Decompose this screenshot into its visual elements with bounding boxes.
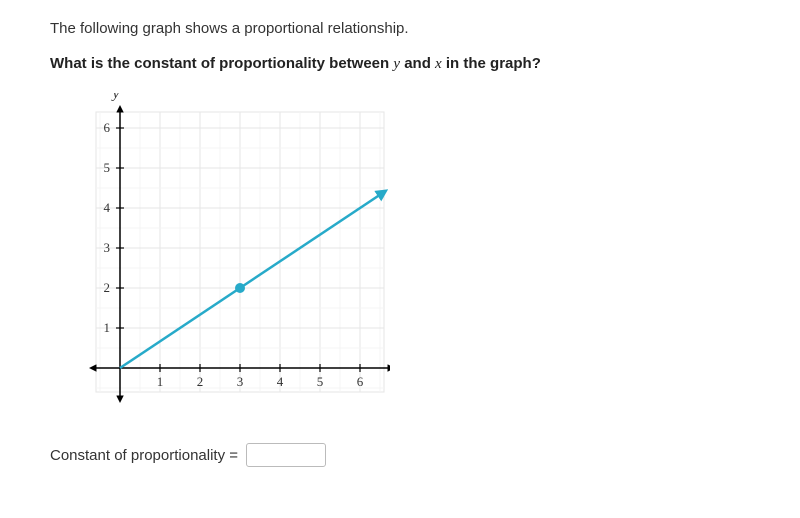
svg-text:6: 6: [357, 374, 364, 389]
svg-text:3: 3: [104, 240, 111, 255]
svg-text:4: 4: [277, 374, 284, 389]
answer-row: Constant of proportionality =: [50, 443, 750, 467]
question-text: What is the constant of proportionality …: [50, 55, 750, 73]
svg-text:4: 4: [104, 200, 111, 215]
svg-text:3: 3: [237, 374, 244, 389]
svg-text:5: 5: [317, 374, 324, 389]
svg-text:1: 1: [104, 320, 111, 335]
svg-text:5: 5: [104, 160, 111, 175]
graph-container: 123456123456xy: [50, 93, 750, 423]
svg-text:6: 6: [104, 120, 111, 135]
question-suffix: in the graph?: [442, 55, 541, 72]
question-prefix: What is the constant of proportionality …: [50, 55, 393, 72]
proportional-graph: 123456123456xy: [50, 93, 390, 423]
answer-input[interactable]: [246, 443, 326, 467]
answer-label: Constant of proportionality =: [50, 447, 238, 464]
question-mid: and: [400, 55, 435, 72]
intro-text: The following graph shows a proportional…: [50, 20, 750, 37]
svg-text:y: y: [111, 93, 120, 102]
svg-text:2: 2: [197, 374, 204, 389]
var-x: x: [435, 56, 442, 72]
svg-text:2: 2: [104, 280, 111, 295]
svg-text:1: 1: [157, 374, 164, 389]
